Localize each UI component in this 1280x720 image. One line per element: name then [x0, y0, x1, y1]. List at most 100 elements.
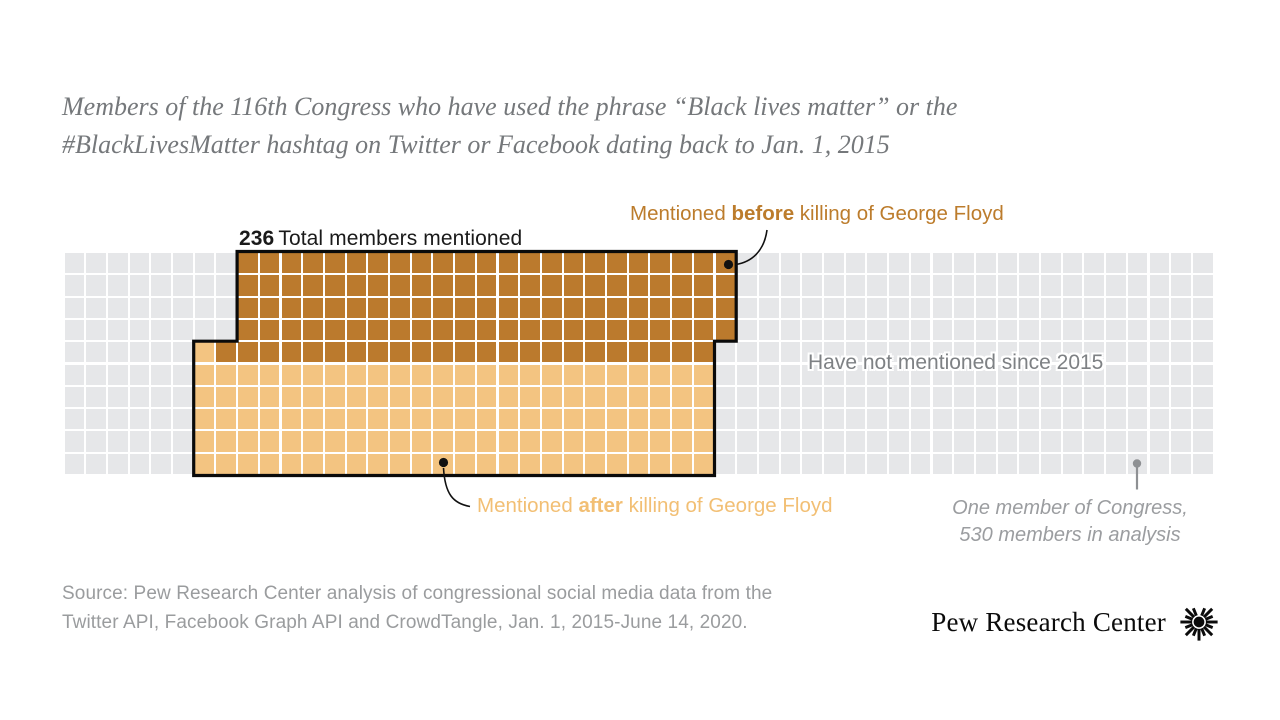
- waffle-cell-before: [303, 253, 323, 274]
- waffle-cell-none: [910, 453, 931, 474]
- waffle-cell-none: [1062, 386, 1083, 408]
- waffle-cell-before: [411, 297, 432, 318]
- waffle-cell-none: [107, 453, 128, 474]
- waffle-cell-none: [1149, 453, 1170, 474]
- waffle-cell-before: [563, 275, 584, 296]
- waffle-cell-none: [802, 253, 822, 274]
- unit-note-line1: One member of Congress,: [952, 497, 1188, 519]
- waffle-cell-none: [1127, 431, 1148, 452]
- waffle-cell-none: [1192, 253, 1213, 274]
- waffle-cell-before: [628, 275, 649, 296]
- waffle-cell-after: [585, 386, 605, 408]
- waffle-cell-after: [433, 453, 454, 474]
- waffle-cell-none: [1192, 319, 1213, 341]
- before-label-suffix: killing of George Floyd: [794, 202, 1004, 225]
- waffle-cell-none: [1084, 431, 1105, 452]
- waffle-cell-before: [281, 253, 302, 274]
- waffle-cell-none: [737, 253, 757, 274]
- waffle-cell-after: [281, 386, 302, 408]
- waffle-cell-before: [585, 275, 605, 296]
- waffle-cell-after: [520, 453, 540, 474]
- waffle-cell-before: [672, 253, 692, 274]
- waffle-cell-none: [107, 342, 128, 363]
- waffle-cell-none: [173, 297, 193, 318]
- waffle-cell-none: [1106, 409, 1126, 430]
- waffle-cell-none: [64, 409, 85, 430]
- waffle-cell-before: [693, 319, 714, 341]
- waffle-cell-after: [281, 364, 302, 385]
- waffle-cell-before: [303, 319, 323, 341]
- waffle-cell-before: [433, 342, 454, 363]
- waffle-cell-none: [1019, 453, 1039, 474]
- waffle-cell-none: [737, 319, 757, 341]
- waffle-cell-none: [802, 409, 822, 430]
- waffle-cell-none: [889, 342, 909, 363]
- waffle-cell-before: [455, 297, 475, 318]
- waffle-cell-none: [975, 319, 996, 341]
- waffle-cell-none: [758, 409, 779, 430]
- waffle-cell-none: [1019, 431, 1039, 452]
- waffle-cell-none: [715, 364, 736, 385]
- waffle-cell-after: [455, 364, 475, 385]
- waffle-cell-none: [151, 431, 171, 452]
- waffle-cell-none: [64, 275, 85, 296]
- waffle-cell-none: [1019, 297, 1039, 318]
- waffle-cell-after: [238, 453, 258, 474]
- waffle-cell-before: [628, 253, 649, 274]
- waffle-cell-none: [802, 364, 822, 385]
- waffle-cell-none: [780, 297, 801, 318]
- waffle-cell-after: [303, 453, 323, 474]
- waffle-cell-before: [303, 275, 323, 296]
- waffle-cell-none: [86, 364, 106, 385]
- waffle-cell-none: [1149, 319, 1170, 341]
- waffle-cell-none: [1019, 409, 1039, 430]
- waffle-cell-before: [324, 319, 345, 341]
- waffle-cell-none: [932, 386, 953, 408]
- waffle-cell-none: [86, 297, 106, 318]
- waffle-cell-none: [216, 297, 237, 318]
- waffle-cell-after: [216, 453, 237, 474]
- waffle-cell-after: [628, 409, 649, 430]
- waffle-cell-none: [737, 453, 757, 474]
- waffle-cell-none: [64, 253, 85, 274]
- waffle-cell-before: [650, 253, 671, 274]
- waffle-cell-none: [824, 386, 844, 408]
- waffle-cell-none: [129, 364, 150, 385]
- waffle-cell-before: [238, 275, 258, 296]
- waffle-cell-before: [476, 319, 497, 341]
- waffle-cell-none: [151, 342, 171, 363]
- waffle-cell-before: [368, 253, 388, 274]
- waffle-cell-none: [867, 275, 888, 296]
- waffle-cell-before: [390, 342, 410, 363]
- waffle-cell-none: [954, 431, 974, 452]
- waffle-cell-none: [1062, 342, 1083, 363]
- waffle-cell-none: [1127, 453, 1148, 474]
- waffle-cell-none: [86, 386, 106, 408]
- waffle-cell-before: [259, 297, 280, 318]
- waffle-cell-before: [520, 275, 540, 296]
- waffle-cell-none: [107, 431, 128, 452]
- waffle-cell-none: [1149, 342, 1170, 363]
- waffle-cell-none: [867, 453, 888, 474]
- waffle-cell-before: [281, 297, 302, 318]
- waffle-cell-none: [173, 253, 193, 274]
- waffle-cell-none: [867, 253, 888, 274]
- waffle-cell-none: [889, 409, 909, 430]
- waffle-cell-before: [672, 275, 692, 296]
- waffle-cell-none: [889, 275, 909, 296]
- waffle-cell-none: [151, 297, 171, 318]
- waffle-cell-none: [932, 342, 953, 363]
- waffle-cell-none: [1019, 275, 1039, 296]
- waffle-cell-none: [867, 364, 888, 385]
- waffle-cell-before: [498, 342, 519, 363]
- waffle-cell-after: [628, 386, 649, 408]
- waffle-cell-none: [975, 453, 996, 474]
- waffle-cell-after: [563, 409, 584, 430]
- waffle-cell-before: [563, 297, 584, 318]
- waffle-cell-none: [737, 342, 757, 363]
- waffle-cell-none: [1192, 297, 1213, 318]
- waffle-cell-none: [889, 453, 909, 474]
- waffle-cell-before: [259, 253, 280, 274]
- waffle-cell-before: [650, 275, 671, 296]
